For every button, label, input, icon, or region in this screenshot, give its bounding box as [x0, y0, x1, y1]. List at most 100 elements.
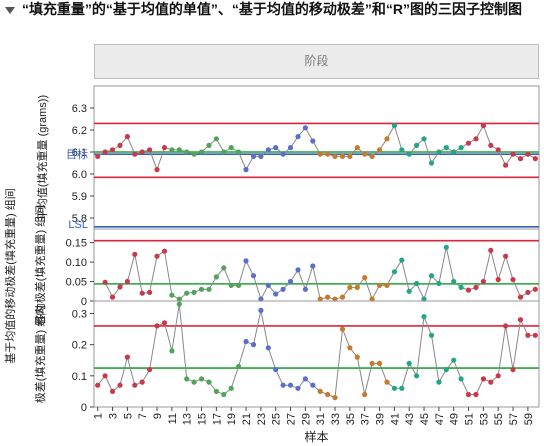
data-point: [480, 376, 486, 382]
data-point: [458, 376, 464, 382]
data-point: [221, 391, 227, 398]
data-point: [495, 277, 501, 283]
data-point: [391, 269, 397, 275]
data-point: [206, 379, 212, 385]
data-point: [250, 153, 257, 159]
series-line: [97, 304, 536, 399]
data-point: [399, 147, 405, 153]
data-point: [258, 296, 264, 302]
data-point: [280, 151, 286, 157]
data-point: [109, 388, 116, 394]
data-point: [280, 286, 286, 292]
x-tick-label: 57: [508, 413, 520, 425]
y-tick-label: 5.9: [72, 191, 87, 203]
data-point: [480, 278, 486, 285]
lsl-label: LSL: [68, 219, 88, 231]
data-point: [124, 278, 130, 285]
data-point: [325, 294, 331, 300]
y-tick-label: 6.2: [72, 125, 87, 137]
data-point: [473, 136, 479, 142]
data-point: [406, 151, 412, 157]
collapse-triangle-icon[interactable]: [5, 7, 15, 14]
data-point: [473, 284, 479, 290]
data-point: [510, 151, 516, 157]
data-point: [176, 301, 182, 307]
data-point: [517, 317, 524, 323]
data-point: [369, 360, 375, 366]
x-tick-label: 17: [211, 413, 223, 425]
x-tick-label: 41: [389, 413, 401, 425]
phase-header: 阶段: [94, 44, 539, 79]
data-point: [436, 379, 442, 385]
data-point: [376, 282, 383, 288]
panel-frame: [93, 300, 540, 408]
data-point: [354, 354, 360, 360]
y-tick-label: 0: [81, 402, 87, 414]
x-tick-label: 7: [137, 413, 149, 419]
data-point: [302, 376, 308, 382]
data-point: [139, 290, 145, 296]
x-tick-label: 3: [108, 413, 120, 419]
data-point: [206, 142, 212, 148]
data-point: [362, 275, 368, 281]
data-point: [213, 136, 219, 142]
data-point: [265, 282, 271, 288]
data-point: [176, 296, 182, 302]
data-point: [243, 167, 249, 173]
data-point: [391, 385, 397, 391]
data-point: [488, 247, 494, 253]
x-tick-label: 45: [419, 413, 431, 425]
y-tick-label: 0.10: [66, 257, 87, 269]
data-point: [465, 391, 472, 398]
x-tick-label: 31: [315, 413, 327, 425]
data-point: [287, 145, 294, 151]
data-point: [265, 345, 271, 351]
data-point: [213, 388, 219, 394]
data-point: [399, 385, 405, 391]
data-point: [191, 379, 197, 385]
data-point: [436, 280, 442, 287]
data-point: [517, 294, 524, 300]
data-point: [451, 149, 457, 155]
data-point: [488, 379, 494, 385]
data-point: [339, 326, 346, 332]
data-point: [287, 382, 294, 388]
data-point: [317, 151, 323, 157]
data-point: [495, 147, 501, 153]
data-point: [273, 291, 279, 297]
data-point: [302, 286, 308, 292]
data-point: [458, 284, 464, 290]
target-label: 目标: [66, 147, 88, 161]
data-point: [384, 136, 390, 142]
data-point: [347, 345, 353, 351]
data-point: [347, 284, 353, 290]
data-point: [154, 323, 160, 329]
data-point: [414, 373, 420, 379]
data-point: [465, 287, 472, 293]
x-tick-label: 33: [330, 413, 342, 425]
panel-range: 0 0.1 0.2 0.3 极差(填充重量) 组内: [33, 300, 540, 414]
data-point: [169, 348, 175, 354]
data-point: [473, 391, 479, 398]
data-point: [332, 296, 338, 302]
x-tick-label: 35: [345, 413, 357, 425]
data-point: [109, 147, 116, 153]
data-point: [161, 248, 168, 254]
data-point: [332, 395, 338, 401]
data-point: [525, 289, 531, 295]
data-point: [362, 151, 368, 157]
data-point: [147, 147, 153, 153]
data-point: [161, 320, 168, 326]
data-point: [421, 136, 427, 142]
data-point: [295, 134, 301, 140]
data-point: [169, 147, 175, 153]
data-point: [295, 385, 301, 391]
data-point: [139, 149, 145, 155]
data-point: [243, 338, 249, 345]
data-point: [132, 151, 138, 157]
data-point: [243, 258, 249, 264]
data-point: [258, 153, 264, 159]
y-tick-label: 0.3: [72, 308, 87, 320]
data-point: [117, 142, 123, 148]
